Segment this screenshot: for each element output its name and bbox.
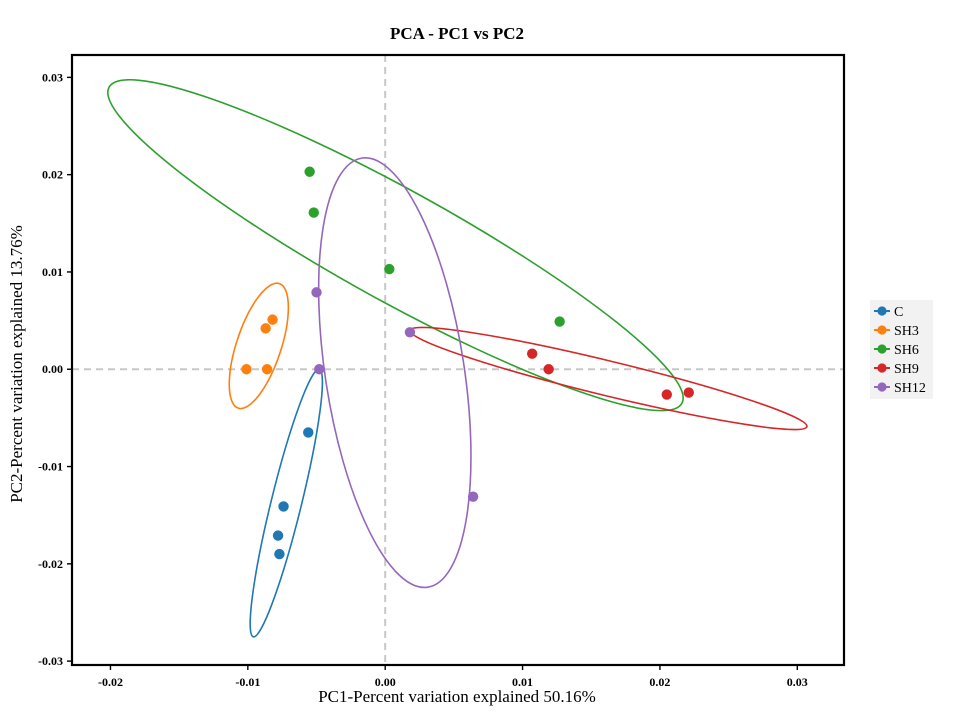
pca-chart: PCA - PC1 vs PC2 -0.02 -0.01 0.00 0.01 0.02 0… xyxy=(0,0,960,720)
point-sh12-2 xyxy=(314,364,324,374)
point-sh6-1 xyxy=(304,167,314,177)
legend-label-sh12: SH12 xyxy=(894,381,926,396)
point-sh3-3 xyxy=(267,314,277,324)
point-sh6-3 xyxy=(384,264,394,274)
point-c-2 xyxy=(278,501,288,511)
y-tick-label: -0.01 xyxy=(38,460,63,474)
y-tick-label: 0.02 xyxy=(42,168,63,182)
chart-title: PCA - PC1 vs PC2 xyxy=(390,24,524,43)
plot-frame xyxy=(72,55,844,665)
x-tick-label: -0.02 xyxy=(98,675,123,689)
x-tick-label: -0.01 xyxy=(235,675,260,689)
plot-area: -0.02 -0.01 0.00 0.01 0.02 0.03 -0.03 -0.02 -0.0… xyxy=(38,38,844,689)
point-c-1 xyxy=(303,427,313,437)
point-sh9-1 xyxy=(527,348,537,358)
y-axis-label: PC2-Percent variation explained 13.76% xyxy=(7,225,26,503)
y-tick-label: -0.02 xyxy=(38,557,63,571)
point-sh12-1 xyxy=(311,287,321,297)
legend-label-c: C xyxy=(894,305,903,320)
point-sh6-2 xyxy=(309,207,319,217)
point-sh3-2 xyxy=(260,323,270,333)
y-tick-label: 0.01 xyxy=(42,265,63,279)
x-tick-label: 0.03 xyxy=(787,675,808,689)
legend-key-sh12 xyxy=(877,382,886,391)
legend-label-sh9: SH9 xyxy=(894,362,919,377)
legend: C SH3 SH6 SH9 SH12 xyxy=(870,300,933,399)
x-axis-label: PC1-Percent variation explained 50.16% xyxy=(318,687,596,706)
ellipse-sh3 xyxy=(217,277,301,416)
point-sh6-4 xyxy=(554,316,564,326)
point-sh9-4 xyxy=(684,387,694,397)
point-sh12-4 xyxy=(468,491,478,501)
point-sh9-2 xyxy=(543,364,553,374)
legend-label-sh3: SH3 xyxy=(894,324,919,339)
legend-label-sh6: SH6 xyxy=(894,343,919,358)
y-tick-label: 0.00 xyxy=(42,362,63,376)
ellipse-sh12 xyxy=(293,148,496,598)
ellipse-sh6 xyxy=(82,38,709,452)
point-c-3 xyxy=(273,530,283,540)
legend-key-sh6 xyxy=(877,344,886,353)
point-sh3-4 xyxy=(262,364,272,374)
ellipse-sh9 xyxy=(406,313,811,443)
legend-key-c xyxy=(877,306,886,315)
x-tick-label: 0.02 xyxy=(649,675,670,689)
legend-key-sh3 xyxy=(877,325,886,334)
legend-key-sh9 xyxy=(877,363,886,372)
y-tick-label: -0.03 xyxy=(38,654,63,668)
point-sh3-1 xyxy=(241,364,251,374)
y-tick-label: 0.03 xyxy=(42,70,63,84)
point-sh12-3 xyxy=(405,327,415,337)
point-sh9-3 xyxy=(662,389,672,399)
point-c-4 xyxy=(274,549,284,559)
